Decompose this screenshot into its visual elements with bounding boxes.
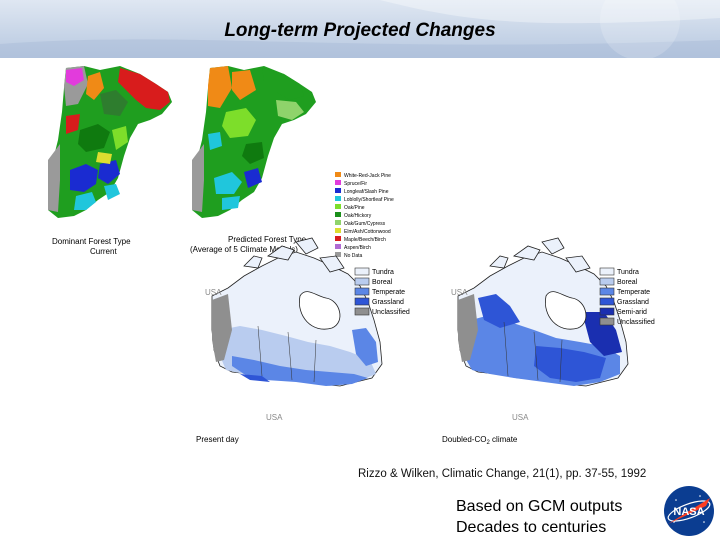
forest-legend-label: Elm/Ash/Cottonwood	[344, 229, 391, 235]
usa-label: USA	[205, 288, 222, 297]
doubled-co2-label: Doubled-CO2 climate	[442, 435, 518, 446]
doubled-co2-label-subscript: 2	[486, 440, 490, 446]
forest-legend-label: No Data	[344, 253, 363, 259]
maps-figure: Dominant Forest Type Current Predicted F…	[48, 66, 655, 446]
us-forest-map-current	[48, 66, 172, 218]
forest-legend-label: Loblolly/Shortleaf Pine	[344, 197, 394, 203]
biome-legend-label: Unclassified	[617, 319, 655, 326]
doubled-co2-label-prefix: Doubled-CO	[442, 435, 486, 444]
biome-legend-label: Unclassified	[372, 309, 410, 316]
slide-header: Long-term Projected Changes	[0, 0, 720, 58]
nasa-logo-text: NASA	[673, 506, 704, 518]
predicted-map-label: Predicted Forest Type	[228, 235, 307, 244]
biome-legend-label: Grassland	[617, 299, 649, 306]
canada-legend-present: Tundra Boreal Temperate Grassland Unclas…	[354, 267, 410, 316]
header-decoration	[0, 0, 720, 58]
biome-legend-label: Boreal	[372, 279, 393, 286]
biome-legend-label: Boreal	[617, 279, 638, 286]
usa-label: USA	[266, 413, 283, 422]
current-map-sublabel: Current	[90, 247, 117, 256]
forest-legend-label: Maple/Beech/Birch	[344, 237, 386, 243]
forest-type-legend: White-Red-Jack Pine Spruce/Fir Longleaf/…	[335, 172, 394, 259]
biome-legend-label: Tundra	[617, 269, 639, 276]
forest-legend-label: Spruce/Fir	[344, 181, 367, 187]
usa-label: USA	[451, 288, 468, 297]
present-day-label: Present day	[196, 435, 239, 444]
canada-legend-doubled-co2: Tundra Boreal Temperate Grassland Semi-a…	[599, 267, 655, 326]
note-line: Based on GCM outputs	[456, 498, 623, 515]
biome-legend-label: Semi-arid	[617, 309, 647, 316]
nasa-logo-icon: NASA	[664, 486, 714, 536]
forest-legend-label: Aspen/Birch	[344, 245, 371, 251]
usa-label: USA	[512, 413, 529, 422]
canada-map-present	[211, 237, 383, 387]
canada-map-doubled-co2	[457, 237, 629, 387]
biome-legend-label: Temperate	[617, 289, 650, 296]
citation-caption: Rizzo & Wilken, Climatic Change, 21(1), …	[358, 468, 647, 480]
forest-legend-label: Oak/Hickory	[344, 213, 372, 219]
biome-legend-label: Grassland	[372, 299, 404, 306]
forest-legend-label: Oak/Gum/Cypress	[344, 221, 386, 227]
current-map-label: Dominant Forest Type	[52, 237, 131, 246]
doubled-co2-label-suffix: climate	[490, 435, 518, 444]
forest-legend-label: Longleaf/Slash Pine	[344, 189, 389, 195]
biome-legend-label: Temperate	[372, 289, 405, 296]
forest-legend-label: Oak/Pine	[344, 205, 365, 211]
note-line: Decades to centuries	[456, 519, 607, 536]
notes-block: Based on GCM outputs Decades to centurie…	[456, 496, 622, 538]
biome-legend-label: Tundra	[372, 269, 394, 276]
predicted-map-sublabel: (Average of 5 Climate Models)	[190, 245, 298, 254]
page-title: Long-term Projected Changes	[224, 20, 496, 41]
forest-legend-label: White-Red-Jack Pine	[344, 173, 391, 179]
us-forest-map-predicted	[192, 66, 316, 218]
